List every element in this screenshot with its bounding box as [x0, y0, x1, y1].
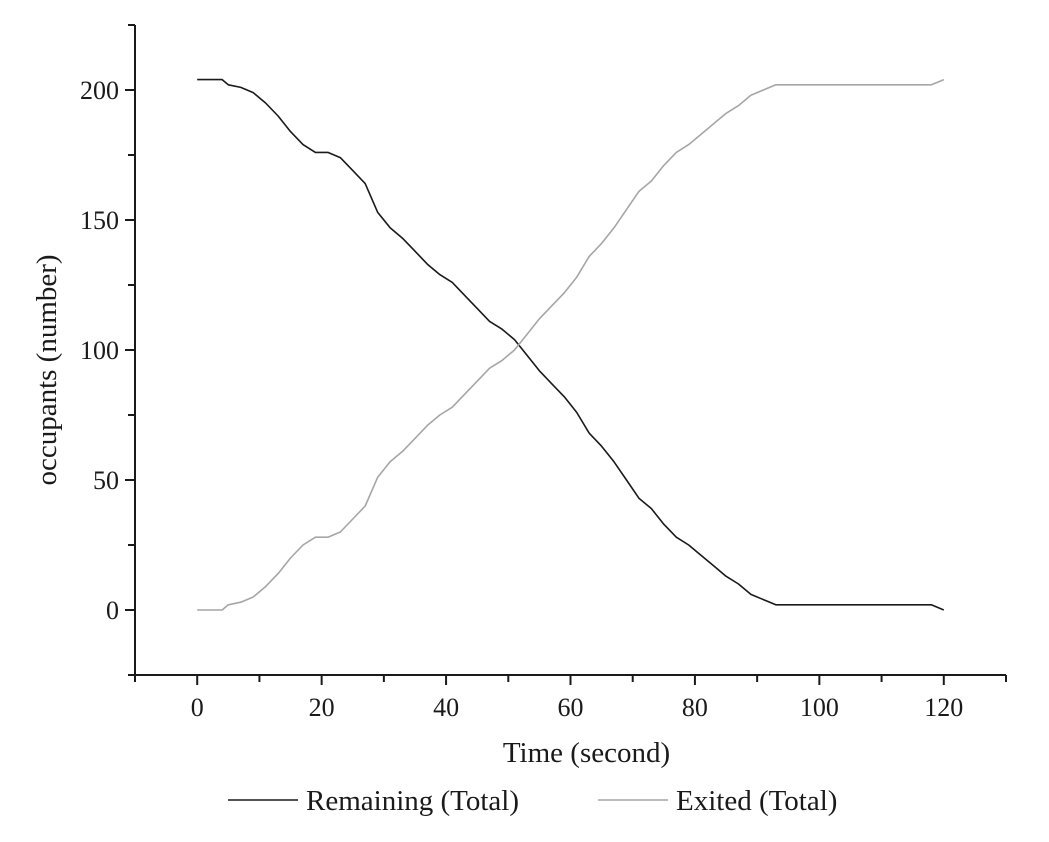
x-axis-title: Time (second): [503, 737, 670, 769]
y-tick-label: 150: [80, 206, 119, 235]
x-tick-label: 0: [191, 693, 204, 722]
x-tick-label: 20: [309, 693, 335, 722]
y-tick-label: 200: [80, 76, 119, 105]
axes: [134, 25, 1006, 676]
series-line-remaining: [197, 78, 945, 611]
x-tick-label: 40: [433, 693, 459, 722]
legend-label-remaining: Remaining (Total): [306, 785, 519, 817]
x-tick-label: 120: [924, 693, 963, 722]
legend: Remaining (Total) Exited (Total): [228, 785, 837, 817]
x-tick-label: 100: [800, 693, 839, 722]
x-tick-label: 60: [558, 693, 584, 722]
y-axis-title: occupants (number): [31, 254, 63, 485]
y-tick-label: 50: [93, 466, 119, 495]
legend-label-exited: Exited (Total): [676, 785, 837, 817]
y-tick-label: 100: [80, 336, 119, 365]
series-line-exited: [197, 78, 945, 611]
ticks: 0 20 40 60 80 100 120 0 50 100 150 200: [80, 24, 1007, 722]
y-tick-label: 0: [106, 596, 119, 625]
series-lines: [197, 78, 945, 611]
x-tick-label: 80: [682, 693, 708, 722]
